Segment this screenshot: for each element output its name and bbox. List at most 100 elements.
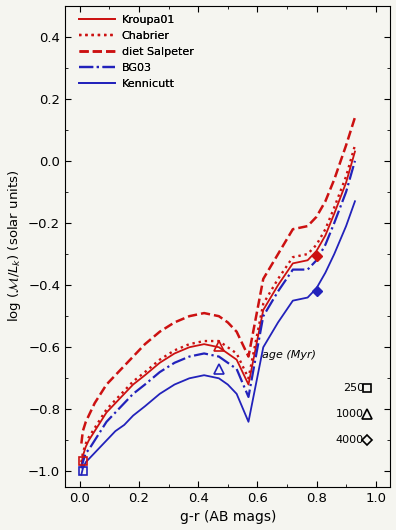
Line: BG03: BG03: [81, 161, 355, 469]
Y-axis label: log ($\mathcal{M}$/$L_k$) (solar units): log ($\mathcal{M}$/$L_k$) (solar units): [6, 170, 23, 322]
diet Salpeter: [246, 354, 251, 360]
Chabrier: [276, 276, 280, 282]
Kroupa01: [352, 148, 357, 155]
Chabrier: [290, 254, 295, 260]
diet Salpeter: [314, 214, 319, 220]
Chabrier: [80, 449, 85, 456]
Kroupa01: [261, 307, 266, 313]
Chabrier: [157, 357, 162, 363]
BG03: [234, 366, 239, 372]
Kroupa01: [225, 350, 230, 357]
Kroupa01: [131, 382, 135, 388]
Chabrier: [344, 173, 348, 180]
Kennicutt: [131, 412, 135, 419]
Kroupa01: [80, 453, 85, 459]
Kroupa01: [86, 437, 91, 444]
BG03: [217, 354, 221, 360]
Kennicutt: [323, 270, 328, 276]
Text: 4000: 4000: [336, 436, 364, 445]
Kroupa01: [323, 232, 328, 238]
Chabrier: [261, 301, 266, 307]
Chabrier: [202, 338, 206, 344]
Kennicutt: [84, 459, 88, 465]
BG03: [225, 359, 230, 366]
Kroupa01: [172, 350, 177, 357]
Chabrier: [305, 251, 310, 257]
diet Salpeter: [143, 341, 147, 347]
diet Salpeter: [202, 310, 206, 316]
Kroupa01: [92, 428, 97, 434]
BG03: [276, 288, 280, 295]
Kroupa01: [98, 419, 103, 425]
BG03: [86, 447, 91, 453]
diet Salpeter: [305, 223, 310, 229]
BG03: [332, 220, 337, 226]
Kennicutt: [332, 251, 337, 257]
diet Salpeter: [261, 276, 266, 282]
diet Salpeter: [98, 391, 103, 397]
Kennicutt: [234, 391, 239, 397]
diet Salpeter: [276, 251, 280, 257]
Legend: Kroupa01, Chabrier, diet Salpeter, BG03, Kennicutt: Kroupa01, Chabrier, diet Salpeter, BG03,…: [75, 11, 198, 94]
Chabrier: [234, 350, 239, 357]
Line: Kennicutt: Kennicutt: [81, 201, 355, 474]
Chabrier: [79, 459, 84, 465]
BG03: [187, 354, 192, 360]
Text: age (Myr): age (Myr): [262, 350, 316, 360]
Kennicutt: [113, 428, 118, 434]
diet Salpeter: [122, 363, 127, 369]
diet Salpeter: [323, 198, 328, 205]
diet Salpeter: [113, 372, 118, 378]
Kroupa01: [143, 372, 147, 378]
BG03: [172, 359, 177, 366]
BG03: [80, 459, 85, 465]
diet Salpeter: [217, 313, 221, 320]
Kroupa01: [84, 444, 88, 450]
BG03: [344, 189, 348, 195]
Chabrier: [314, 242, 319, 248]
Kennicutt: [225, 382, 230, 388]
Kennicutt: [276, 319, 280, 325]
Chabrier: [98, 416, 103, 422]
diet Salpeter: [225, 319, 230, 325]
Text: 250: 250: [343, 383, 364, 393]
diet Salpeter: [86, 412, 91, 419]
Kennicutt: [92, 449, 97, 456]
Kennicutt: [187, 375, 192, 382]
diet Salpeter: [92, 400, 97, 407]
BG03: [104, 419, 109, 425]
Kroupa01: [290, 260, 295, 267]
BG03: [202, 350, 206, 357]
BG03: [122, 400, 127, 407]
X-axis label: g-r (AB mags): g-r (AB mags): [179, 510, 276, 525]
diet Salpeter: [234, 329, 239, 335]
Kroupa01: [187, 344, 192, 350]
BG03: [290, 267, 295, 273]
Chabrier: [122, 387, 127, 394]
Chabrier: [187, 341, 192, 347]
diet Salpeter: [131, 354, 135, 360]
Kennicutt: [344, 223, 348, 229]
BG03: [314, 257, 319, 263]
Chabrier: [92, 425, 97, 431]
Chabrier: [143, 369, 147, 375]
Chabrier: [113, 397, 118, 403]
Chabrier: [332, 204, 337, 210]
diet Salpeter: [80, 428, 85, 434]
Kroupa01: [344, 180, 348, 186]
Kennicutt: [79, 471, 84, 478]
diet Salpeter: [352, 114, 357, 120]
Kennicutt: [98, 444, 103, 450]
Kennicutt: [86, 456, 91, 462]
Kroupa01: [246, 382, 251, 388]
Kennicutt: [314, 285, 319, 292]
Kennicutt: [290, 297, 295, 304]
diet Salpeter: [79, 440, 84, 447]
diet Salpeter: [157, 329, 162, 335]
diet Salpeter: [332, 176, 337, 183]
BG03: [92, 437, 97, 444]
diet Salpeter: [104, 382, 109, 388]
Kroupa01: [122, 391, 127, 397]
Chabrier: [104, 406, 109, 412]
BG03: [143, 382, 147, 388]
